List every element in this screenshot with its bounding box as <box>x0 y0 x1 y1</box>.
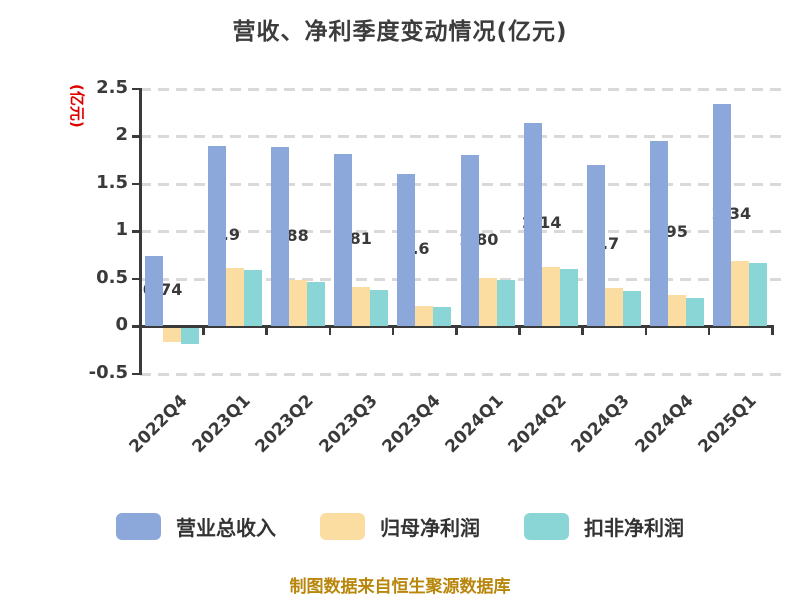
bar <box>559 269 578 326</box>
x-tick-label: 2022Q4 <box>125 390 192 458</box>
bar <box>496 280 515 326</box>
bar <box>650 140 669 326</box>
x-tick-label: 2023Q3 <box>315 390 382 458</box>
bar <box>523 122 542 326</box>
bar <box>289 280 307 326</box>
bar <box>271 147 289 326</box>
bar <box>605 288 623 326</box>
x-tick-label: 2024Q2 <box>504 390 571 458</box>
x-tick-mark <box>581 327 584 335</box>
x-tick-label: 2025Q1 <box>694 390 761 458</box>
revenue-swatch-icon <box>116 513 161 540</box>
bar <box>623 290 641 326</box>
bar <box>415 306 434 326</box>
y-tick-label: -0.5 <box>88 361 128 383</box>
y-tick-mark <box>132 135 141 138</box>
legend-item-net-profit: 归母净利润 <box>320 512 480 541</box>
y-tick-mark <box>132 325 141 328</box>
y-tick-label: 2 <box>115 124 128 145</box>
y-tick-mark <box>132 372 141 375</box>
legend-label-non-gaap: 扣非净利润 <box>584 516 684 540</box>
bar <box>587 164 605 326</box>
bar <box>713 103 732 326</box>
bar <box>243 269 262 326</box>
bar <box>731 261 750 326</box>
bar <box>307 282 325 326</box>
bar <box>225 268 244 326</box>
bar <box>460 155 479 326</box>
gridline <box>140 135 788 138</box>
x-tick-mark <box>328 327 332 335</box>
y-tick-mark <box>132 230 141 233</box>
x-tick-mark <box>202 327 205 335</box>
x-tick-mark <box>265 327 268 335</box>
bar <box>397 174 416 326</box>
bar <box>162 327 181 342</box>
x-tick-mark <box>139 327 142 335</box>
bar <box>180 327 199 344</box>
x-tick-label: 2023Q4 <box>378 390 445 458</box>
x-axis-line <box>139 325 774 328</box>
legend: 营业总收入 归母净利润 扣非净利润 <box>0 512 800 541</box>
bar <box>433 307 452 326</box>
bar <box>686 297 705 326</box>
chart-title: 营收、净利季度变动情况(亿元) <box>232 19 568 45</box>
bar <box>478 277 497 326</box>
gridline <box>140 372 788 376</box>
bar <box>668 294 687 326</box>
bar <box>352 287 371 326</box>
y-tick-mark <box>132 87 141 90</box>
x-tick-label: 2024Q1 <box>441 390 508 458</box>
legend-label-net-profit: 归母净利润 <box>380 516 480 540</box>
x-tick-mark <box>771 327 774 335</box>
y-tick-label: 1.5 <box>96 171 128 193</box>
y-tick-mark <box>132 182 141 185</box>
bar <box>144 255 163 326</box>
x-tick-mark <box>707 327 711 335</box>
net-profit-swatch-icon <box>320 513 365 540</box>
bar <box>749 263 768 326</box>
x-tick-mark <box>644 327 648 335</box>
data-source-note: 制图数据来自恒生聚源数据库 <box>289 577 511 597</box>
y-tick-label: 1 <box>115 219 128 240</box>
non-gaap-swatch-icon <box>524 513 569 540</box>
bar <box>207 145 226 326</box>
bar <box>370 289 389 326</box>
x-tick-mark <box>518 327 521 335</box>
y-tick-label: 0 <box>115 314 128 335</box>
x-tick-label: 2023Q1 <box>188 390 255 458</box>
y-tick-label: 0.5 <box>96 266 128 288</box>
x-tick-label: 2024Q3 <box>567 390 635 458</box>
legend-label-revenue: 营业总收入 <box>176 516 276 540</box>
legend-item-non-gaap: 扣非净利润 <box>524 512 684 541</box>
x-tick-label: 2024Q4 <box>631 390 698 458</box>
legend-item-revenue: 营业总收入 <box>116 512 276 541</box>
y-tick-label: 2.5 <box>96 76 128 98</box>
x-tick-label: 2023Q2 <box>251 390 319 458</box>
y-tick-mark <box>132 277 141 280</box>
x-tick-mark <box>455 327 458 335</box>
bar <box>334 154 353 326</box>
gridline <box>140 87 788 91</box>
bar <box>541 267 560 326</box>
x-tick-mark <box>391 327 395 335</box>
